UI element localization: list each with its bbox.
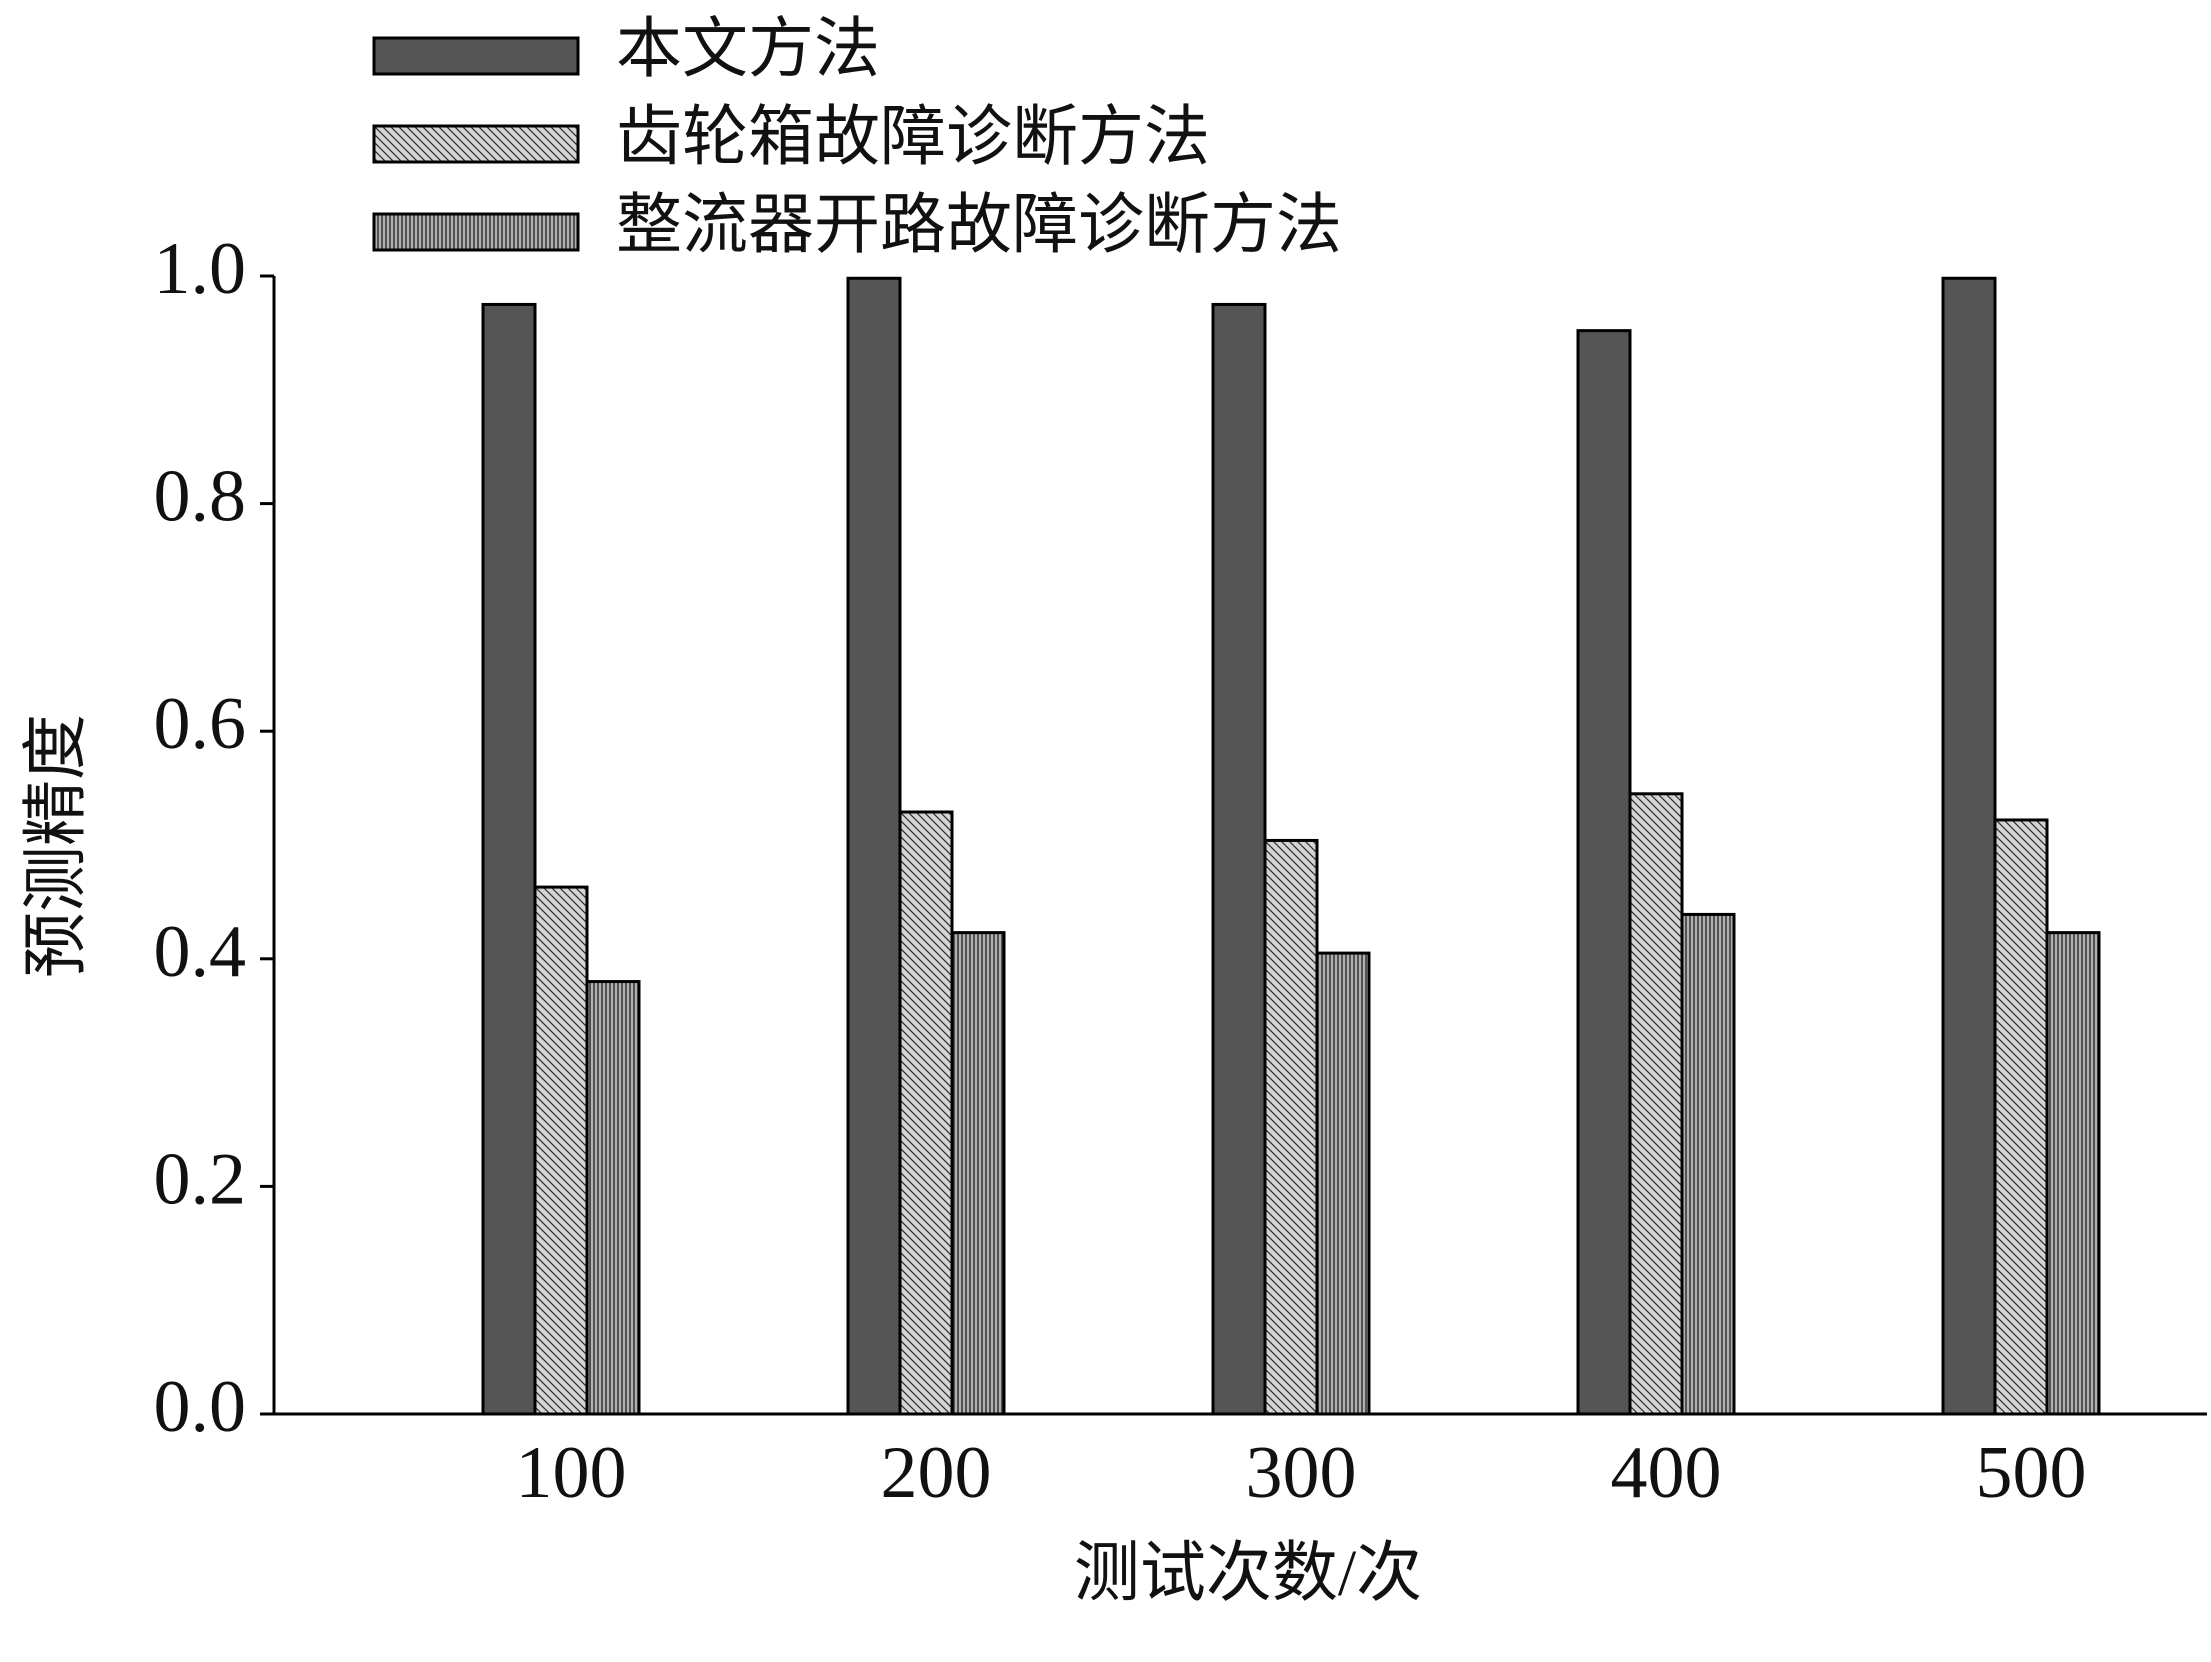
bar — [950, 931, 1006, 1416]
bar — [846, 276, 902, 1416]
y-axis-title: 预测精度 — [20, 714, 93, 978]
legend-swatch — [372, 36, 580, 76]
x-tick-label: 400 — [1611, 1432, 1722, 1514]
bar — [1576, 329, 1632, 1416]
bar — [1993, 818, 2049, 1416]
legend-label: 齿轮箱故障诊断方法 — [616, 101, 1210, 174]
x-tick-label: 200 — [881, 1432, 992, 1514]
bar — [1941, 276, 1997, 1416]
y-tick-label: 1.0 — [154, 228, 247, 310]
legend-label: 整流器开路故障诊断方法 — [616, 189, 1342, 262]
bar — [1680, 912, 1736, 1416]
bar — [1628, 792, 1684, 1416]
x-axis-title: 测试次数/次 — [1074, 1537, 1422, 1610]
y-tick-label: 0.2 — [154, 1138, 247, 1220]
bar — [2045, 931, 2101, 1416]
legend-label: 本文方法 — [616, 13, 880, 86]
y-tick-label: 0.0 — [154, 1366, 247, 1448]
bar — [533, 885, 589, 1416]
x-tick-label: 300 — [1246, 1432, 1357, 1514]
bar — [1263, 838, 1319, 1416]
y-tick-label: 0.4 — [154, 911, 247, 993]
legend-swatch — [372, 212, 580, 252]
legend-swatch — [372, 124, 580, 164]
bar — [898, 810, 954, 1416]
bar — [1211, 302, 1267, 1416]
x-tick-label: 500 — [1976, 1432, 2087, 1514]
y-tick-label: 0.8 — [154, 456, 247, 538]
bar — [481, 302, 537, 1416]
bar — [585, 980, 641, 1416]
bar — [1315, 951, 1371, 1416]
x-tick-label: 100 — [516, 1432, 627, 1514]
y-tick-label: 0.6 — [154, 683, 247, 765]
